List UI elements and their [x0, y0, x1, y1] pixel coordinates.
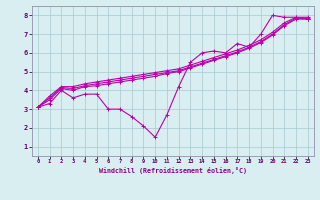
X-axis label: Windchill (Refroidissement éolien,°C): Windchill (Refroidissement éolien,°C) [99, 167, 247, 174]
